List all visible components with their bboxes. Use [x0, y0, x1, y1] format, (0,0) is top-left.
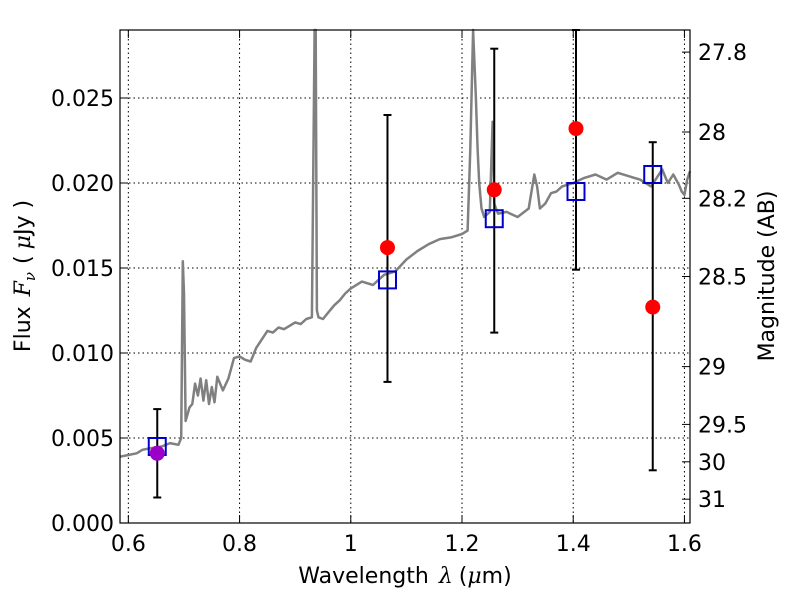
observed-point	[379, 240, 395, 256]
observed-point	[149, 445, 165, 461]
x-tick-label: 1.4	[556, 532, 591, 557]
x-tick-label: 1	[344, 532, 358, 557]
x-tick-label: 1.6	[667, 532, 702, 557]
y-tick-label: 0.025	[51, 87, 114, 112]
y-tick-label: 0.010	[51, 342, 114, 367]
y-tick-label: 0.000	[51, 512, 114, 537]
mag-tick-label: 29	[698, 356, 726, 381]
y-tick-label: 0.015	[51, 257, 114, 282]
mag-tick-label: 29.5	[698, 413, 747, 438]
model-photometry-square	[566, 182, 586, 201]
ticks-layer: 0.6 0.8 1 1.2 1.4 1.6 0.000 0.005 0.010 0.015 0.02…	[51, 30, 747, 557]
grid	[120, 30, 690, 524]
x-tick-label: 1.2	[445, 532, 480, 557]
mag-tick-label: 31	[698, 488, 726, 513]
x-tick-label: 0.8	[222, 532, 257, 557]
mag-tick-label: 28.2	[698, 187, 747, 212]
y-axis-title: FluxFν(μJy )	[11, 200, 39, 352]
model-photometry-layer	[147, 165, 663, 456]
observed-point	[486, 182, 502, 198]
y-tick-label: 0.020	[51, 172, 114, 197]
error-bars-layer	[153, 29, 657, 499]
observed-point	[645, 299, 661, 315]
plot-frame	[119, 29, 691, 524]
sed-model-layer	[119, 28, 692, 458]
mag-tick-label: 28.5	[698, 266, 747, 291]
observed-points-layer	[149, 121, 661, 461]
x-axis-title: Wavelength λ (μm)	[298, 564, 511, 589]
mag-tick-label: 28	[698, 121, 726, 146]
y-tick-label: 0.005	[51, 427, 114, 452]
observed-point	[568, 121, 584, 137]
x-tick-label: 0.6	[111, 532, 146, 557]
model-photometry-square	[377, 270, 397, 290]
model-photometry-square	[643, 165, 663, 184]
mag-tick-label: 30	[698, 451, 726, 476]
y2-axis-title: Magnitude (AB)	[755, 191, 780, 362]
mag-tick-label: 27.8	[698, 41, 747, 66]
sed-model-line	[119, 28, 692, 458]
model-photometry-square	[484, 209, 504, 229]
